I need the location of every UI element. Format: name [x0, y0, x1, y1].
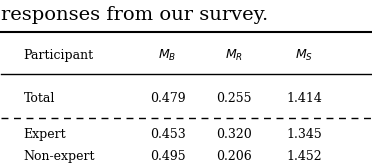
- Text: 1.452: 1.452: [286, 150, 322, 163]
- Text: Expert: Expert: [23, 128, 66, 141]
- Text: 0.320: 0.320: [216, 128, 252, 141]
- Text: 0.206: 0.206: [216, 150, 252, 163]
- Text: $M_B$: $M_B$: [158, 48, 177, 63]
- Text: Total: Total: [23, 92, 55, 105]
- Text: responses from our survey.: responses from our survey.: [1, 6, 269, 24]
- Text: Non-expert: Non-expert: [23, 150, 95, 163]
- Text: $M_R$: $M_R$: [225, 48, 243, 63]
- Text: 0.479: 0.479: [150, 92, 185, 105]
- Text: $M_S$: $M_S$: [295, 48, 313, 63]
- Text: 1.414: 1.414: [286, 92, 322, 105]
- Text: 0.453: 0.453: [150, 128, 185, 141]
- Text: Participant: Participant: [23, 49, 94, 62]
- Text: 0.255: 0.255: [216, 92, 252, 105]
- Text: 0.495: 0.495: [150, 150, 185, 163]
- Text: 1.345: 1.345: [286, 128, 322, 141]
